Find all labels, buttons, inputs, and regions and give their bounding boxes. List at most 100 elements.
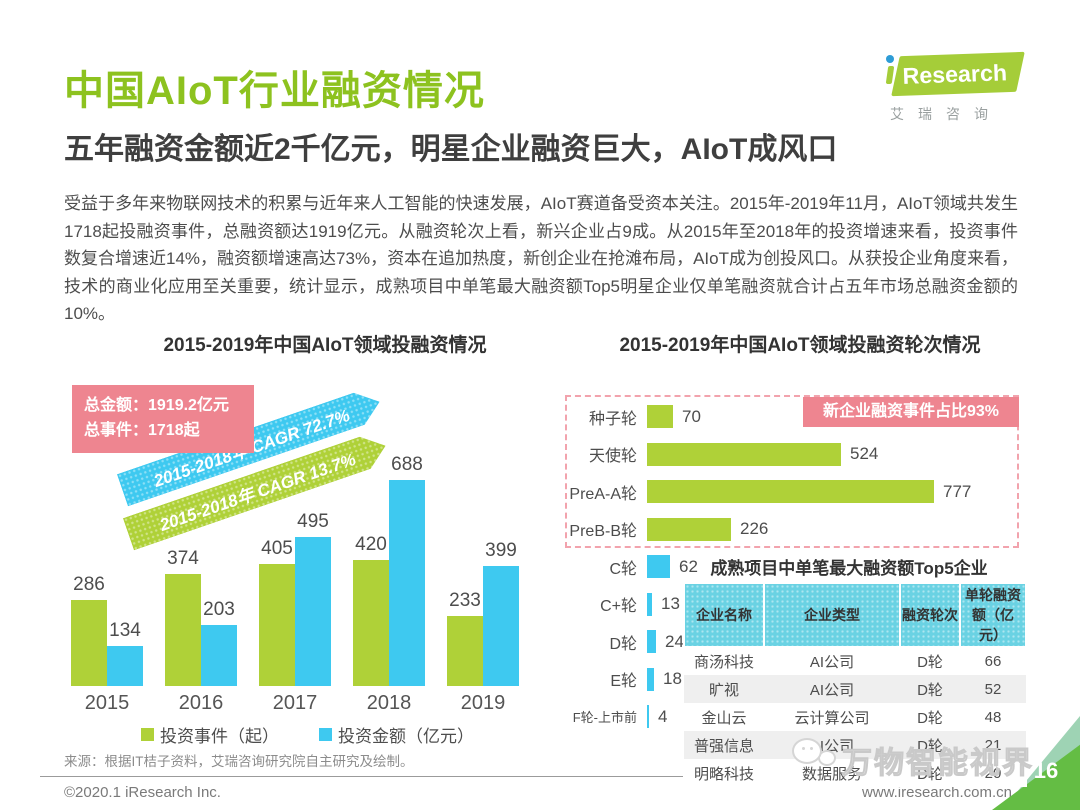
summary-box: 总金额：1919.2亿元 总事件：1718起 [72,385,254,453]
table-cell: 云计算公司 [794,709,870,727]
footer-copyright: ©2020.1 iResearch Inc. [64,784,221,801]
table-header-cell: 单轮融资额（亿元） [959,582,1027,648]
table-row: 明略科技 数据服务 D轮 20 [684,759,1026,787]
round-value: 4 [658,706,668,726]
right-chart-title: 2015-2019年中国AIoT领域投融资轮次情况 [619,335,981,356]
bar-value-label: 420 [355,534,387,555]
funding-round-row: 天使轮 524 [555,436,1033,474]
funding-round-row: PreA-A轮 777 [555,473,1033,511]
table-cell: 66 [984,653,1002,670]
table-cell: 金山云 [701,709,747,727]
bar-value-label: 495 [297,511,329,532]
round-bar [647,630,656,654]
funding-round-row: D轮 24 [555,623,1033,661]
bar [165,574,201,686]
bar-value-label: 688 [391,454,423,475]
round-label: PreA-A轮 [569,485,637,503]
chart-legend: 投资事件（起） 投资金额（亿元） [60,722,555,747]
watermark-text: 万物智能视界 [842,747,1034,781]
round-label: E轮 [610,673,637,691]
footer-url: www.iresearch.com.cn [861,784,1012,801]
table-cell: D轮 [917,765,943,783]
left-chart-title: 2015-2019年中国AIoT领域投融资情况 [163,335,487,356]
new-company-highlight-box [565,395,1019,548]
round-bar [647,480,934,504]
round-value: 70 [682,406,701,426]
table-cell: 明略科技 [693,765,754,783]
funding-round-row: PreB-B轮 226 [555,511,1033,549]
bar [295,537,331,686]
round-bar [647,442,841,466]
table-cell: 48 [984,708,1002,726]
round-bar [647,705,649,729]
legend-item: 投资金额（亿元） [319,722,474,747]
bar-value-label: 399 [485,540,517,561]
table-row: 商汤科技 AI公司 D轮 66 [684,647,1026,675]
investment-bar-chart: 总金额：1919.2亿元 总事件：1718起 2015-2018年 CAGR 7… [60,370,555,755]
table-cell: D轮 [900,675,960,703]
round-value: 226 [740,519,769,539]
table-head: 企业名称 企业类型 融资轮次 单轮融资额（亿元） [683,582,1027,648]
watermark: 万物智能视界 [792,738,1034,782]
bar-group: 405 495 2017 [259,451,331,715]
bar-value-label: 233 [449,590,481,611]
table-row: 金山云 云计算公司 D轮 48 [684,703,1026,731]
table-cell: 21 [960,731,1026,759]
x-axis-label: 2017 [272,692,318,714]
funding-round-rows: 种子轮 70 天使轮 524 PreA-A轮 777 PreB-B轮 226 C轮 62 C+轮 13… [555,398,1033,736]
new-company-badge: 新企业融资事件占比93% [803,397,1019,427]
round-bar [647,667,654,691]
round-value: 524 [850,444,879,464]
table-cell: 20 [984,764,1002,782]
logo-brand-text: Research [902,59,1008,89]
wechat-icon [792,738,822,764]
table-row: 旷视 AI公司 D轮 52 [684,675,1026,703]
table-cell: AI公司 [764,675,900,703]
top5-table: 企业名称 企业类型 融资轮次 单轮融资额（亿元） 商汤科技 AI公司 D轮 66 旷视 AI公司… [683,582,1027,787]
bar [353,560,389,686]
round-label: C+轮 [600,598,637,616]
table-cell: D轮 [900,731,960,759]
round-bar [647,592,652,616]
funding-round-row: 种子轮 70 [555,398,1033,436]
round-bar [647,405,673,429]
legend-label: 投资金额（亿元） [338,727,474,746]
table-cell: 商汤科技 [693,654,754,671]
logo-banner: Research [891,51,1025,97]
bar-value-label: 286 [73,574,105,595]
funding-rounds-chart: 新企业融资事件占比93% 种子轮 70 天使轮 524 PreA-A轮 777 PreB-B… [555,370,1033,787]
table-cell: 52 [960,675,1026,703]
bar-group: 286 134 2015 [71,451,143,715]
table-cell: AI公司 [809,654,855,671]
legend-label: 投资事件（起） [160,727,279,746]
bar [107,646,143,686]
page-title: 中国AIoT行业融资情况 [64,69,485,113]
footer-divider [40,776,1012,777]
funding-round-row: F轮-上市前 4 [555,698,1033,736]
x-axis-label: 2015 [84,692,130,714]
round-value: 13 [661,594,680,614]
round-label: 天使轮 [588,448,637,466]
bar-value-label: 405 [261,538,293,559]
bar [259,564,295,686]
round-value: 18 [663,669,682,689]
summary-total-events: 总事件：1718起 [84,421,200,439]
table-header-cell: 企业名称 [683,582,765,648]
iresearch-logo: Research 艾瑞咨询 [878,51,1038,124]
bar [389,480,425,686]
bar [447,616,483,686]
round-label: PreB-B轮 [569,523,637,541]
bar-value-label: 374 [167,548,199,569]
table-cell: D轮 [917,654,943,671]
round-value: 777 [943,481,972,501]
round-label: 种子轮 [588,410,637,428]
legend-item: 投资事件（起） [141,722,279,747]
bar-group: 374 203 2016 [165,451,237,715]
footer-source: 来源：根据IT桔子资料，艾瑞咨询研究院自主研究及绘制。 [64,754,414,769]
table-header-row: 企业名称 企业类型 融资轮次 单轮融资额（亿元） [683,582,1027,648]
table-cell: 数据服务 [801,765,862,783]
funding-round-row: E轮 18 [555,661,1033,699]
table-cell: 普强信息 [684,731,764,759]
body-paragraph: 受益于多年来物联网技术的积累与近年来人工智能的快速发展，AIoT赛道备受资本关注… [64,194,1018,324]
page-subtitle: 五年融资金额近2千亿元，明星企业融资巨大，AIoT成风口 [64,133,838,166]
